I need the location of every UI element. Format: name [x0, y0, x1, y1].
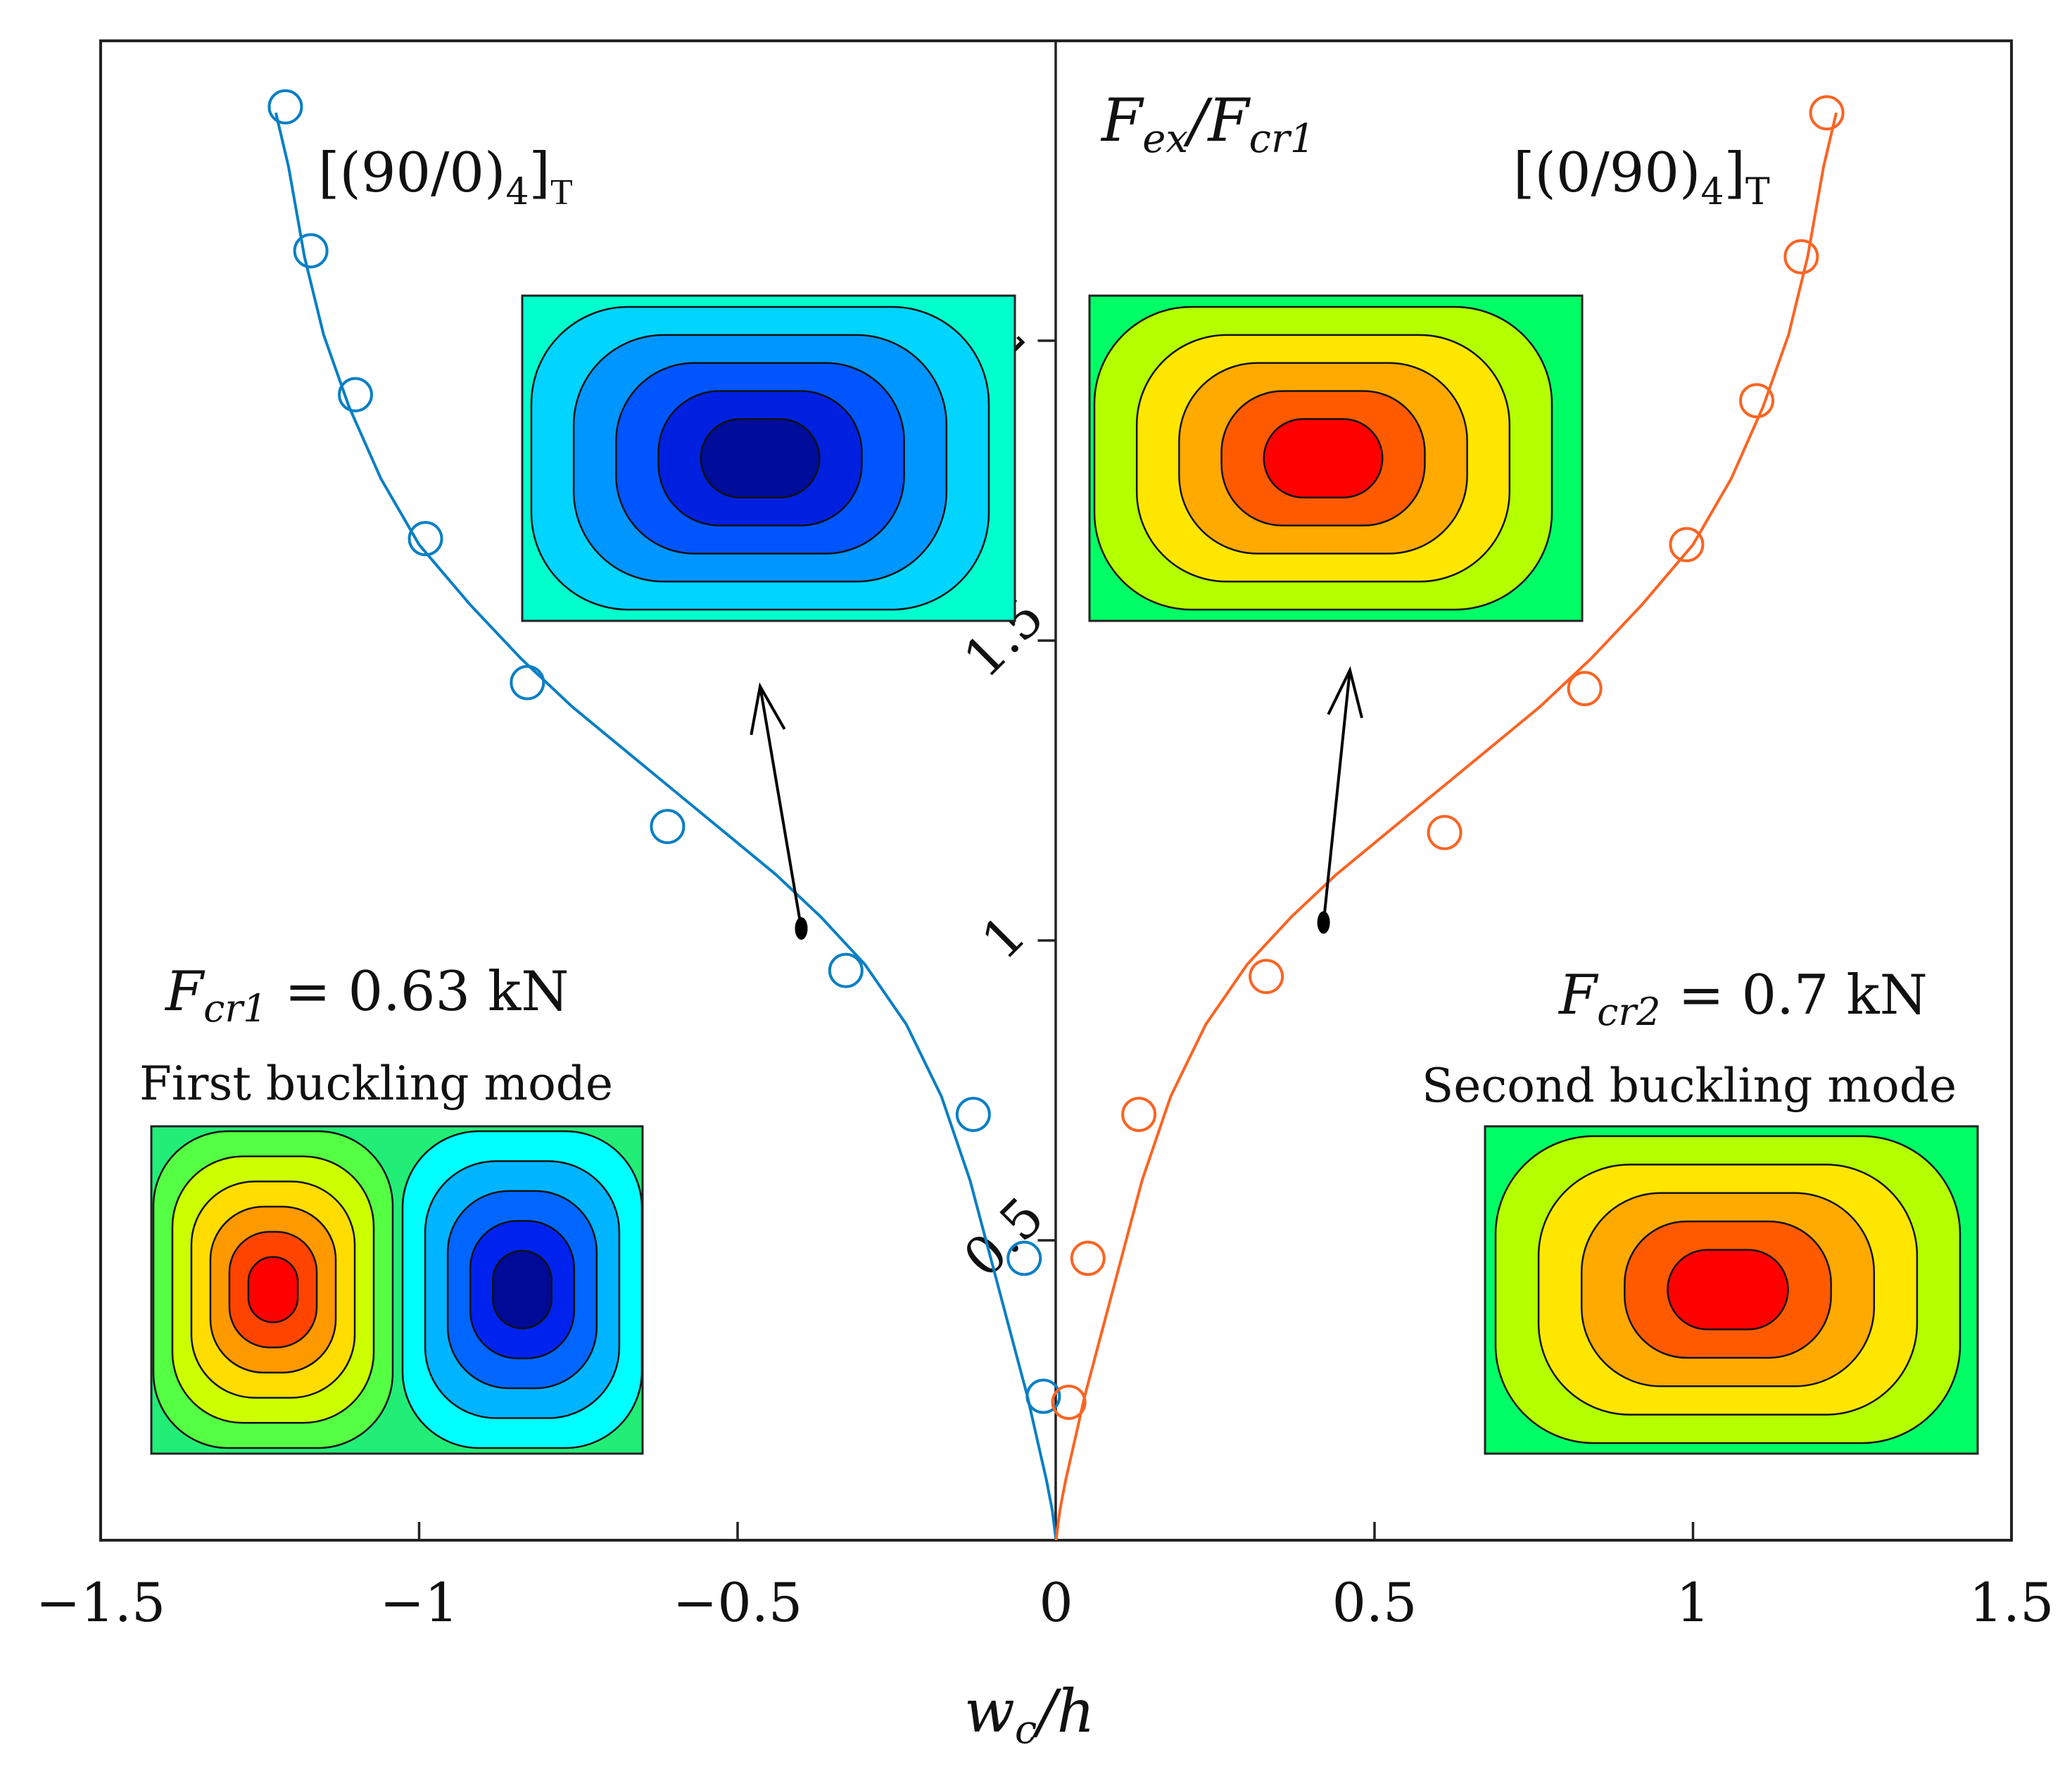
x-tick-label: 0.5 [1332, 1571, 1417, 1634]
data-point [828, 952, 864, 988]
first-mode-caption: First buckling mode [139, 1057, 613, 1111]
inset-mode-shape-right [1088, 294, 1584, 622]
series-line-1 [1054, 112, 1838, 1540]
series-line-0 [274, 112, 1058, 1540]
right-series-label: [(0/90)4]T [1513, 141, 1770, 213]
x-tick-label: 1.5 [1969, 1571, 2054, 1634]
x-ticks: −1.5 −1 −0.5 0 0.5 1 1.5 [36, 1522, 2054, 1634]
data-point [1249, 959, 1284, 995]
contour-level [492, 1249, 552, 1330]
annotation-arrows [750, 666, 1363, 940]
data-point [1567, 671, 1603, 707]
arrow-head [750, 682, 786, 736]
data-point [1669, 527, 1705, 562]
data-point [293, 233, 329, 269]
contour-level [247, 1256, 299, 1323]
arrow-anchor-point [795, 917, 808, 940]
x-tick-label: −1.5 [36, 1571, 166, 1634]
arrow-shaft [759, 686, 803, 929]
data-point [1783, 239, 1819, 275]
x-tick-label: −0.5 [673, 1571, 803, 1634]
arrow-head [1327, 666, 1363, 719]
y-axis-title: Fex/Fcr1 [1100, 86, 1315, 162]
arrow-anchor-point [1317, 911, 1330, 934]
data-point [408, 521, 443, 557]
arrow-shaft [1322, 669, 1351, 923]
data-point [1025, 1378, 1061, 1414]
data-point [1809, 95, 1845, 131]
series-markers [267, 89, 1845, 1421]
data-point [510, 665, 545, 700]
left-series-label: [(90/0)4]T [318, 141, 573, 213]
data-point [1739, 383, 1774, 419]
data-point [1006, 1240, 1042, 1276]
fcr2-label: Fcr2 = 0.7 kN [1558, 964, 1928, 1034]
data-point [1070, 1240, 1106, 1276]
x-tick-label: 0 [1039, 1571, 1073, 1634]
contour-level [1667, 1249, 1789, 1330]
data-point [338, 377, 373, 413]
series-curves [274, 112, 1838, 1540]
inset-mode-shape-left [521, 294, 1016, 622]
inset-first-buckling-mode [150, 1125, 644, 1455]
x-axis-title: wc/h [964, 1677, 1095, 1753]
second-mode-caption: Second buckling mode [1422, 1059, 1957, 1113]
data-point [650, 809, 686, 845]
contour-level [1263, 418, 1384, 498]
inset-second-buckling-mode [1484, 1125, 1979, 1455]
data-point [955, 1097, 991, 1133]
data-point [1051, 1385, 1087, 1421]
fcr1-label: Fcr1 = 0.63 kN [164, 960, 569, 1031]
x-tick-label: 1 [1676, 1571, 1710, 1634]
data-point [1121, 1097, 1157, 1133]
data-point [267, 89, 303, 125]
data-point [1427, 814, 1463, 850]
contour-level [700, 418, 821, 498]
x-tick-label: −1 [379, 1571, 458, 1634]
